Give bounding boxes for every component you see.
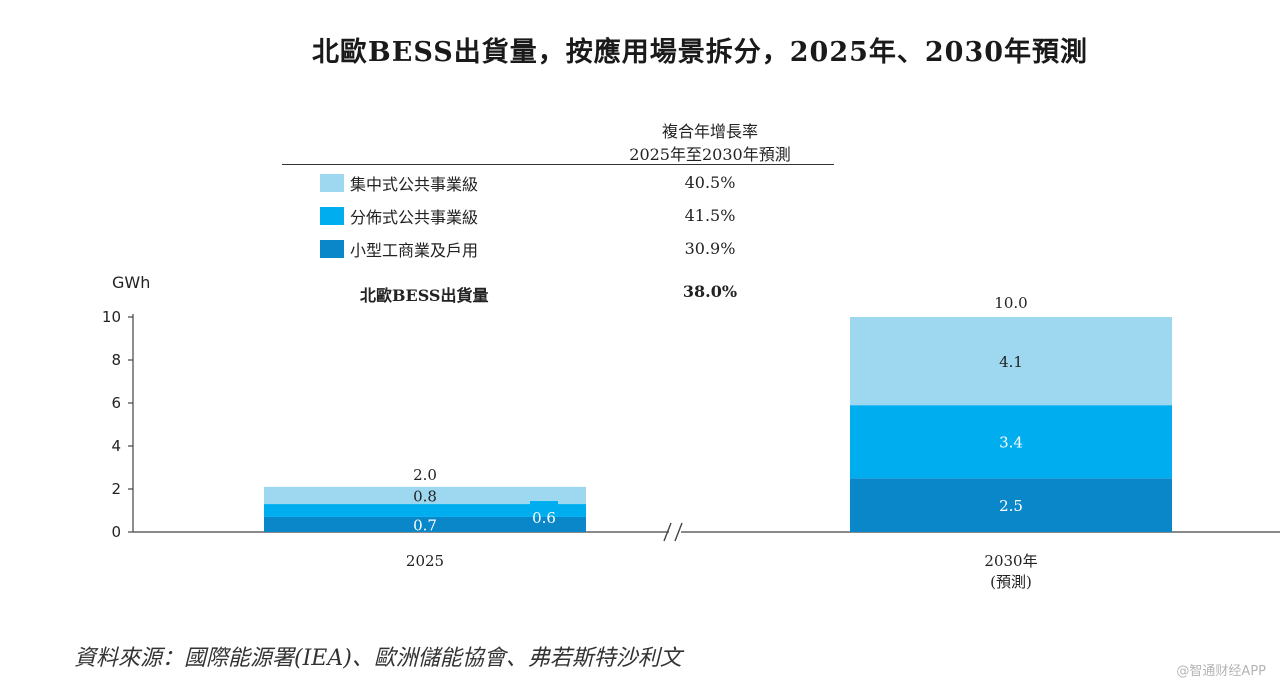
data-label: 2.5 xyxy=(999,497,1023,515)
y-tick-label: 2 xyxy=(111,480,121,498)
legend-label-small-ci-residential: 小型工商業及戶用 xyxy=(350,241,479,260)
data-label: 3.4 xyxy=(999,434,1023,452)
watermark: @智通财经APP xyxy=(1176,664,1266,679)
cagr-header-line2: 2025年至2030年預測 xyxy=(629,145,791,164)
total-label: 10.0 xyxy=(994,294,1027,312)
bar-segment-distributed xyxy=(264,504,586,517)
y-axis-unit: GWh xyxy=(112,273,151,292)
cagr-header-line1: 複合年增長率 xyxy=(661,122,758,141)
legend-swatch-small-ci-residential xyxy=(320,240,344,258)
header-rule xyxy=(282,164,834,165)
bar-segment-centralized xyxy=(850,317,1172,406)
cagr-value-small-ci-residential: 30.9% xyxy=(684,239,736,258)
bar-segment-distributed xyxy=(850,405,1172,479)
label-leader xyxy=(530,501,558,506)
y-tick-label: 10 xyxy=(102,308,121,326)
y-tick-label: 4 xyxy=(111,437,121,455)
total-label: 北歐BESS出貨量 xyxy=(360,286,489,305)
data-label: 4.1 xyxy=(999,353,1023,371)
cagr-value-distributed: 41.5% xyxy=(684,206,736,225)
y-tick-label: 8 xyxy=(111,351,121,369)
legend-label-distributed: 分佈式公共事業級 xyxy=(350,208,479,227)
x-category-label: 2025 xyxy=(406,552,444,570)
axis-break-mark xyxy=(674,522,683,542)
bar-segment-small-ci-residential xyxy=(850,478,1172,532)
y-tick-label: 0 xyxy=(111,523,121,541)
cagr-header: 複合年增長率 2025年至2030年預測 xyxy=(560,120,860,166)
total-cagr-value: 38.0% xyxy=(682,282,738,301)
total-label: 2.0 xyxy=(413,466,437,484)
x-category-label: 2030年 xyxy=(984,552,1037,570)
source-note: 資料來源：國際能源署(IEA)、歐洲儲能協會、弗若斯特沙利文 xyxy=(74,646,682,671)
legend-label-centralized: 集中式公共事業級 xyxy=(350,175,479,194)
legend-swatch-centralized xyxy=(320,174,344,192)
chart-title: 北歐BESS出貨量，按應用場景拆分，2025年、2030年預測 xyxy=(311,37,1089,68)
cagr-value-centralized: 40.5% xyxy=(684,173,736,192)
x-category-label: (預測) xyxy=(990,573,1032,591)
bar-segment-centralized xyxy=(264,486,586,505)
data-label: 0.7 xyxy=(413,516,437,534)
legend-swatch-distributed xyxy=(320,207,344,225)
axis-break-mark xyxy=(663,522,672,542)
data-label: 0.6 xyxy=(532,509,556,527)
data-label: 0.8 xyxy=(413,487,437,505)
y-tick-label: 6 xyxy=(111,394,121,412)
bar-segment-small-ci-residential xyxy=(264,516,586,532)
